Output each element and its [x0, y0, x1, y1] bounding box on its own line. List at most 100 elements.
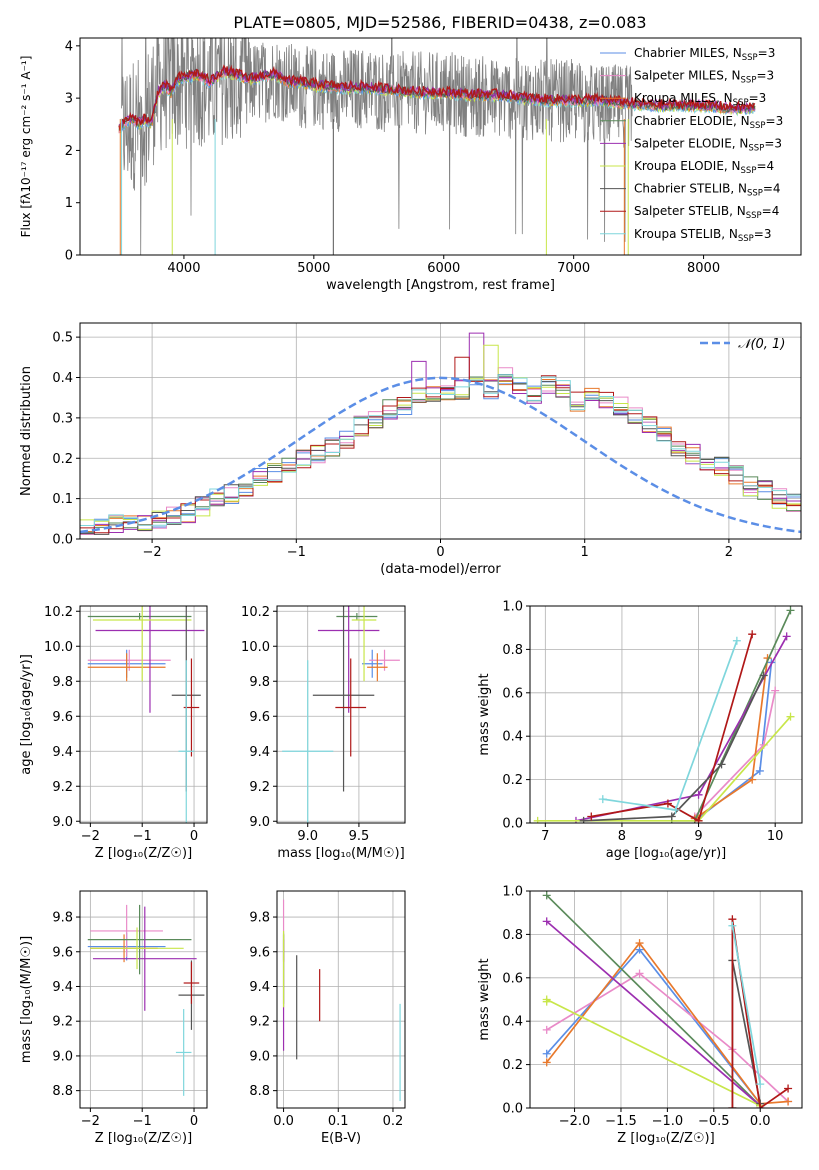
- weight_vs_age-marker: [533, 816, 542, 823]
- legend-label: Salpeter ELODIE, N: [634, 136, 748, 150]
- age_vs_Z-xlabel: Z [log₁₀(Z/Z☉)]: [95, 846, 192, 861]
- spectrum-ylabel: Flux [fλ10⁻¹⁷ erg cm⁻² s⁻¹ A⁻¹]: [19, 56, 33, 238]
- weight_vs_Z-xlabel: Z [log₁₀(Z/Z☉)]: [617, 1131, 714, 1146]
- legend-entry: Kroupa ELODIE, NSSP=4: [634, 159, 774, 176]
- weight_vs_age-marker: [694, 816, 703, 823]
- weight_vs_age-marker: [786, 606, 795, 615]
- legend-label: Kroupa STELIB, N: [634, 227, 738, 241]
- residuals-ylabel: Normed distribution: [19, 366, 34, 496]
- weight_vs_Z-ytick-label: 0.0: [502, 1102, 523, 1117]
- weight_vs_age-marker: [663, 799, 672, 808]
- age_vs_Z-errorbar-kroupa-miles: [87, 653, 166, 682]
- weight_vs_age-marker: [587, 812, 596, 821]
- age_vs_mass-errorbar-kroupa-miles: [367, 653, 388, 682]
- spectrum-xtick-label: 4000: [167, 261, 200, 276]
- weight_vs_age-line-kroupa-stelib: [602, 640, 738, 811]
- age_vs_Z-ylabel: age [log₁₀(age/yr)]: [19, 654, 34, 775]
- weight_vs_age-ytick-label: 1.0: [502, 600, 523, 615]
- age_vs_mass-ytick-label: 10.0: [241, 640, 270, 655]
- residuals-plot: [80, 332, 801, 535]
- age_vs_mass-ytick-label: 9.4: [249, 745, 270, 760]
- weight_vs_Z-marker: [728, 921, 737, 930]
- weight_vs_age-marker: [748, 630, 757, 639]
- legend-count: =3: [754, 227, 772, 241]
- legend-label: Chabrier STELIB, N: [634, 182, 747, 196]
- weight_vs_age-axes: 7 8 9 10 0.0 0.2 0.4 0.6 0.8 1.0 age [log₁₀(age/yr…: [477, 600, 802, 861]
- age_vs_mass-frame: [276, 605, 406, 824]
- age_vs_mass-errorbar-salpeter-stelib: [335, 658, 367, 757]
- normal-curve: [80, 376, 801, 534]
- spectrum-xtick-label: 5000: [297, 261, 330, 276]
- residuals-ytick-label: 0.5: [52, 331, 73, 346]
- legend-label: Chabrier MILES, N: [634, 46, 742, 60]
- spectrum-ytick-label: 2: [65, 144, 73, 159]
- weight_vs_age-ytick-label: 0.0: [502, 817, 523, 832]
- histogram-kroupa-elodie: [80, 344, 801, 530]
- legend-count: =3: [766, 114, 784, 128]
- spectrum-ytick-label: 1: [65, 196, 73, 211]
- age_vs_mass-errorbar-chabrier-elodie: [336, 613, 378, 620]
- mass_vs_Z-errorbar-salpeter-miles: [90, 904, 163, 957]
- weight_vs_age-marker: [748, 775, 757, 784]
- age_vs_Z-ytick-label: 9.0: [52, 815, 73, 830]
- weight_vs_Z-ytick-label: 0.6: [502, 971, 523, 986]
- legend-count: =3: [756, 69, 774, 83]
- weight_vs_Z-line-salpeter-stelib: [731, 919, 789, 1108]
- mass_vs_EBV-ytick-label: 9.4: [249, 980, 270, 995]
- age_vs_Z-xtick-label: −2: [81, 829, 100, 844]
- age_vs_Z-ytick-label: 9.2: [52, 780, 73, 795]
- legend-entry: Chabrier STELIB, NSSP=4: [634, 182, 781, 199]
- legend-subscript: SSP: [750, 121, 766, 131]
- spectrum-xlabel: wavelength [Angstrom, rest frame]: [326, 278, 555, 293]
- spectrum-ytick-label: 3: [65, 92, 73, 107]
- mass_vs_Z-errorbar-kroupa-stelib: [175, 1009, 192, 1096]
- mass_vs_Z-ytick-label: 9.8: [52, 911, 73, 926]
- legend-count: =3: [764, 136, 782, 150]
- weight_vs_Z-marker: [542, 891, 551, 900]
- mass_vs_Z-ytick-label: 9.0: [52, 1049, 73, 1064]
- mass_vs_Z-ytick-label: 9.4: [52, 980, 73, 995]
- weight_vs_Z-ylabel: mass weight: [477, 958, 492, 1040]
- mass_vs_EBV-ytick-label: 9.8: [249, 911, 270, 926]
- legend-subscript: SSP: [741, 166, 757, 176]
- weight_vs_age-xtick-label: 9: [694, 829, 702, 844]
- mass_vs_EBV-ytick-label: 9.6: [249, 945, 270, 960]
- age_vs_mass-errorbar-chabrier-miles: [361, 649, 383, 678]
- weight_vs_age-ylabel: mass weight: [477, 673, 492, 755]
- weight_vs_age-line-chabrier-stelib: [583, 675, 765, 822]
- weight_vs_Z-ytick-label: 0.8: [502, 928, 523, 943]
- age_vs_mass-ytick-label: 10.2: [241, 605, 270, 620]
- weight_vs_Z-marker: [542, 1058, 551, 1067]
- spectrum-axes: 4000 5000 6000 7000 8000 0 1 2 3 4 wavelength [Ang…: [19, 39, 720, 293]
- weight_vs_age-marker: [598, 795, 607, 804]
- weight_vs_Z-xtick-label: −1.5: [605, 1114, 637, 1129]
- age_vs_mass-plot: [282, 606, 400, 823]
- residuals-xtick-label: 1: [581, 545, 589, 560]
- weight_vs_age-xtick-label: 8: [618, 829, 626, 844]
- model-spectrum-kroupa-stelib: [118, 69, 756, 132]
- legend-count: =4: [762, 204, 780, 218]
- legend-subscript: SSP: [746, 211, 762, 221]
- mass_vs_EBV-axes: 0.0 0.1 0.2 8.8 9.0 9.2 9.4 9.6 9.8 E(B-V): [249, 891, 405, 1146]
- residuals-xtick-label: 0: [436, 545, 444, 560]
- legend-label-normal: 𝒩(0, 1): [738, 337, 785, 352]
- weight_vs_age-xtick-label: 10: [767, 829, 784, 844]
- legend-entry: Kroupa STELIB, NSSP=3: [634, 227, 772, 244]
- residuals-ytick-label: 0.2: [52, 452, 73, 467]
- legend-entry: Salpeter MILES, NSSP=3: [634, 69, 774, 86]
- legend-subscript: SSP: [748, 143, 764, 153]
- weight_vs_Z-xtick-label: −2.0: [559, 1114, 591, 1129]
- weight_vs_Z-marker: [756, 1104, 765, 1108]
- weight_vs_age-marker: [782, 632, 791, 641]
- spectrum-xtick-label: 7000: [557, 261, 590, 276]
- age_vs_mass-ytick-label: 9.2: [249, 780, 270, 795]
- weight_vs_age-marker: [671, 805, 680, 814]
- age_vs_mass-ytick-label: 9.8: [249, 675, 270, 690]
- mass_vs_EBV-xtick-label: 0.2: [383, 1114, 404, 1129]
- age_vs_Z-ytick-label: 10.0: [44, 640, 73, 655]
- mass_vs_Z-ytick-label: 9.6: [52, 945, 73, 960]
- legend-label: Kroupa ELODIE, N: [634, 159, 741, 173]
- mass_vs_Z-xtick-label: −2: [81, 1114, 100, 1129]
- weight_vs_Z-line-salpeter-elodie: [546, 920, 761, 1107]
